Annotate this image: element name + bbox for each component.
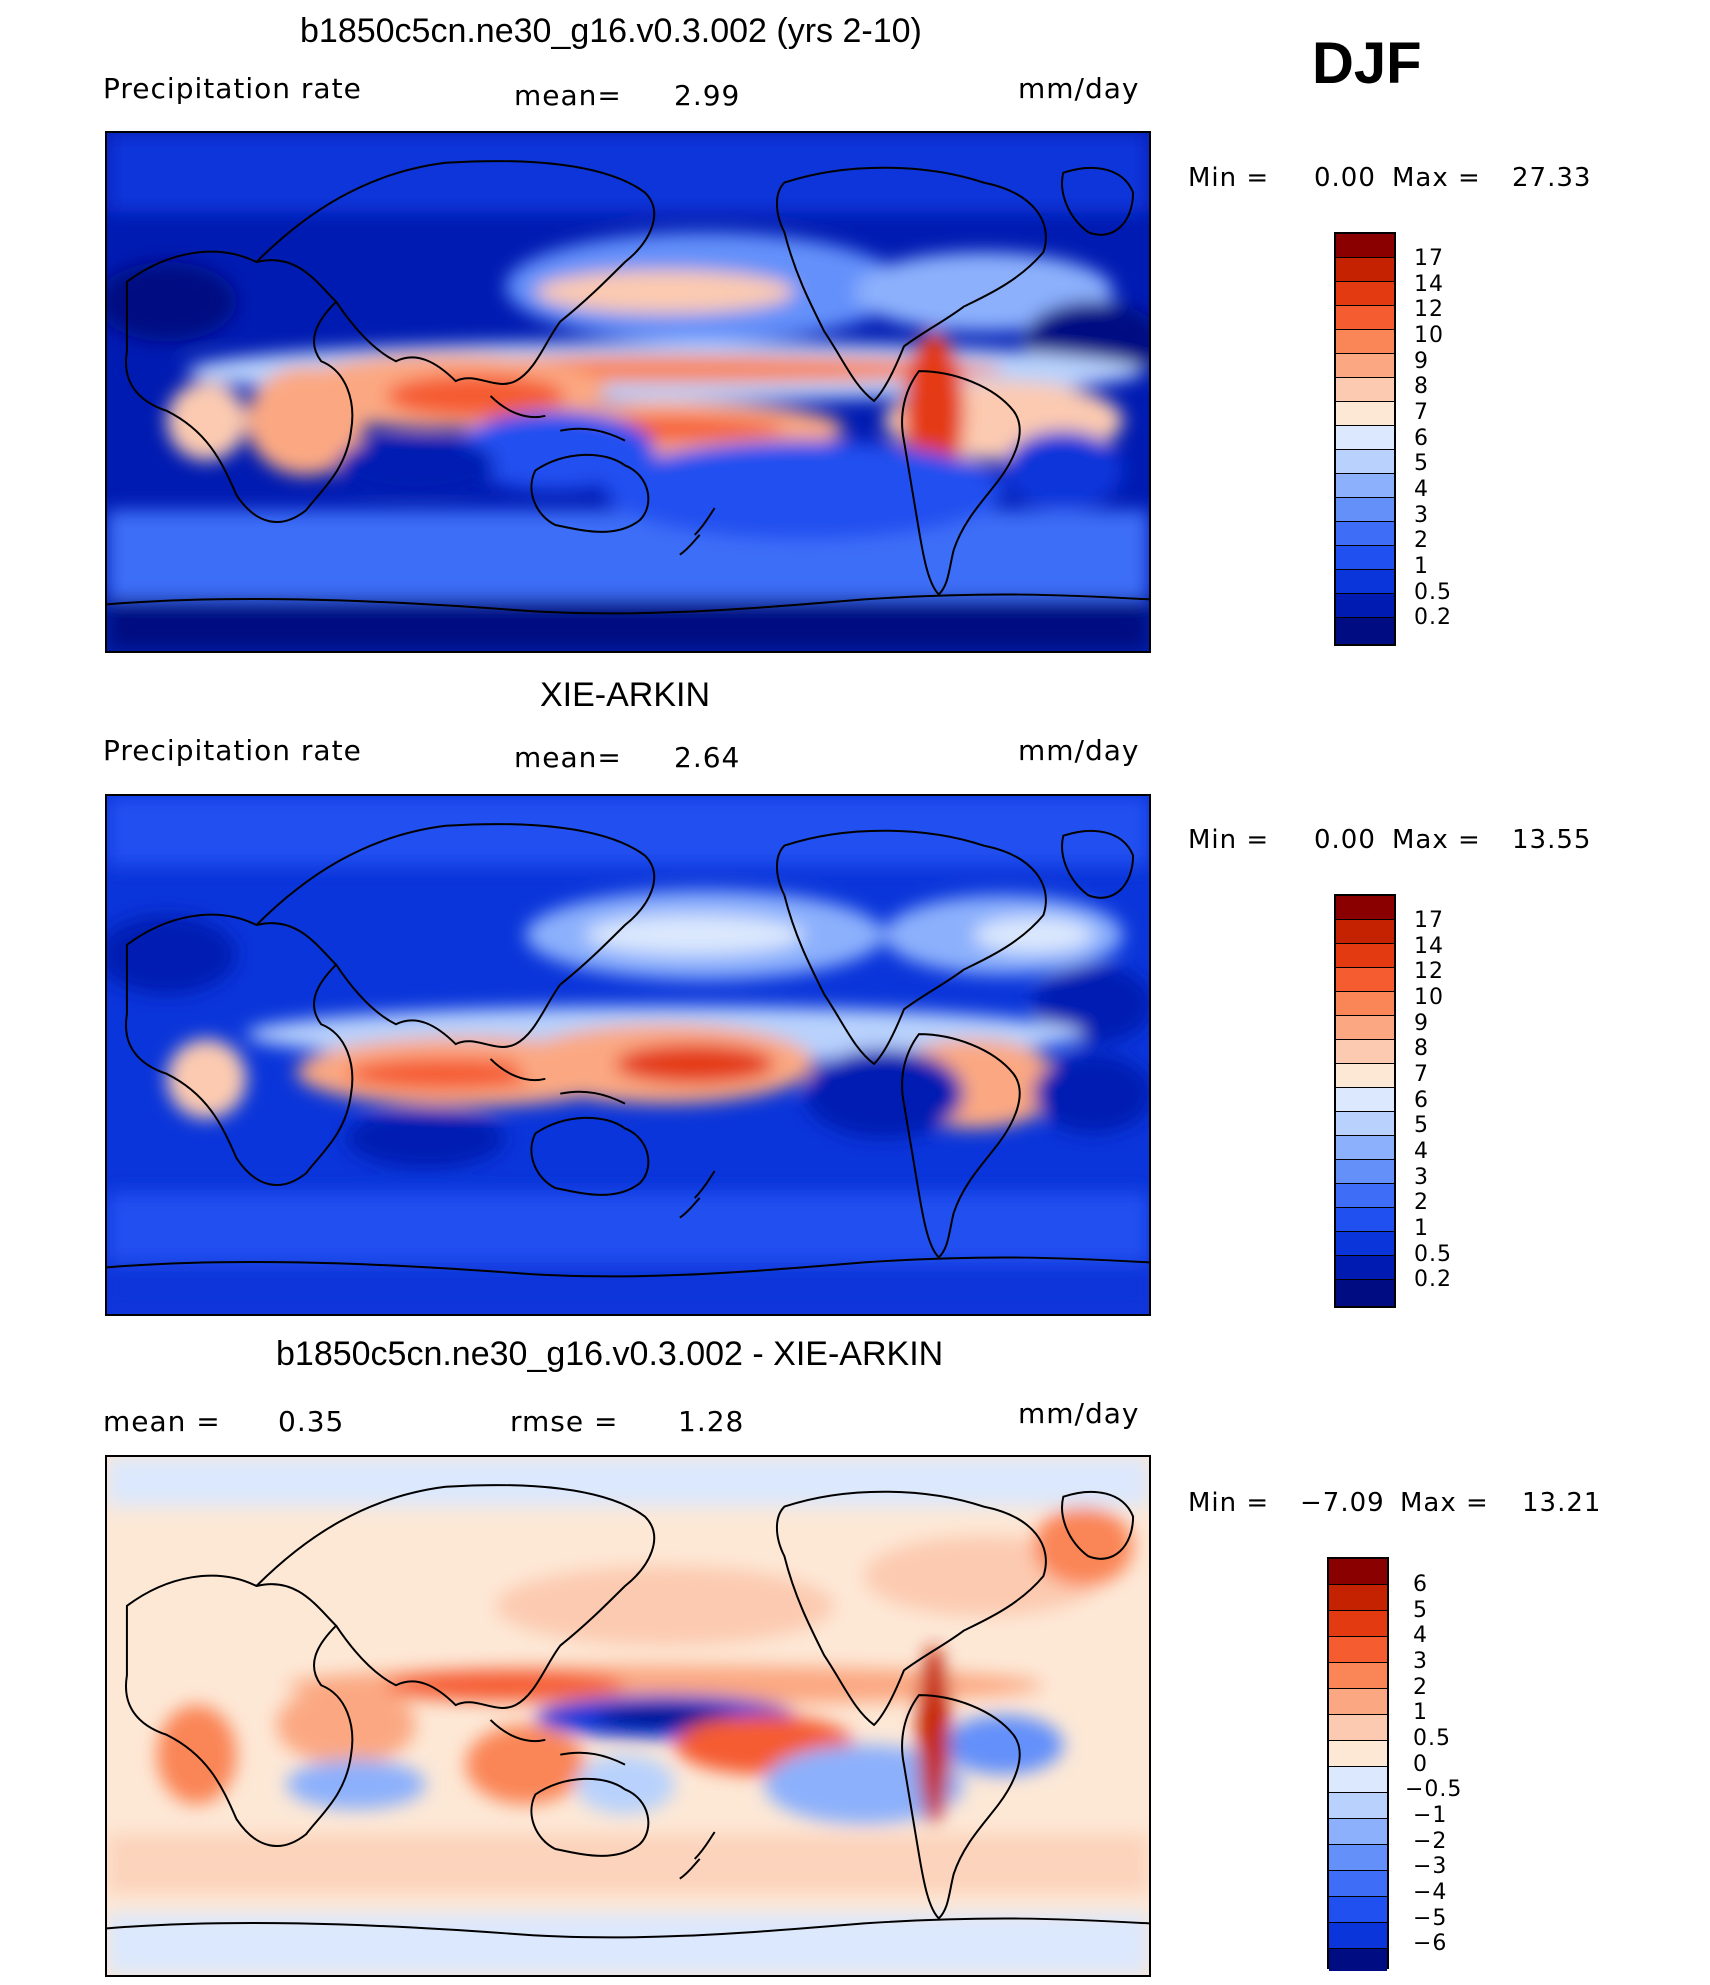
colorbar-label: 1: [1413, 1700, 1428, 1725]
colorbar-label: 14: [1414, 272, 1444, 297]
panel-title-obs: XIE-ARKIN: [540, 676, 711, 714]
colorbar-label: −4: [1413, 1880, 1448, 1905]
colorbar-label: 2: [1414, 1190, 1429, 1215]
colorbar-label: −2: [1413, 1829, 1448, 1854]
diff-mean-label: mean =: [103, 1405, 221, 1438]
colorbar-label: 0.2: [1414, 605, 1452, 630]
mean-value-obs: 2.64: [674, 741, 741, 774]
rmse-value: 1.28: [678, 1405, 745, 1438]
colorbar-label: 2: [1413, 1675, 1428, 1700]
max-value-obs: 13.55: [1512, 825, 1592, 855]
colorbar-label: −1: [1413, 1803, 1448, 1828]
colorbar-label: 3: [1414, 503, 1429, 528]
mean-value-model: 2.99: [674, 79, 741, 112]
colorbar-label: 4: [1414, 477, 1429, 502]
colorbar-label: 7: [1414, 400, 1429, 425]
colorbar-label: 6: [1414, 1088, 1429, 1113]
colorbar-label: 10: [1414, 985, 1444, 1010]
colorbar-label: 9: [1414, 349, 1429, 374]
min-value-diff: −7.09: [1300, 1488, 1385, 1518]
colorbar-label: 0: [1413, 1752, 1428, 1777]
colorbar-label: 0.5: [1414, 580, 1452, 605]
colorbar-label: 5: [1413, 1598, 1428, 1623]
colorbar-label: 4: [1414, 1139, 1429, 1164]
colorbar-label: 6: [1414, 426, 1429, 451]
colorbar-model: [1334, 232, 1396, 646]
colorbar-label: −0.5: [1405, 1777, 1463, 1802]
panel-left-label-obs: Precipitation rate: [103, 734, 362, 767]
colorbar-label: 1: [1414, 554, 1429, 579]
map-canvas-obs: [107, 796, 1149, 1314]
colorbar-label: 17: [1414, 908, 1444, 933]
colorbar-label: 12: [1414, 959, 1444, 984]
colorbar-label: 9: [1414, 1011, 1429, 1036]
colorbar-label: 0.2: [1414, 1267, 1452, 1292]
colorbar-label: 8: [1414, 1036, 1429, 1061]
colorbar-label: 5: [1414, 451, 1429, 476]
mean-label-model: mean=: [514, 79, 622, 112]
max-label-diff: Max =: [1400, 1488, 1489, 1518]
units-obs: mm/day: [1018, 734, 1140, 767]
panel-title-model: b1850c5cn.ne30_g16.v0.3.002 (yrs 2-10): [300, 12, 922, 50]
units-diff: mm/day: [1018, 1397, 1140, 1430]
precip-map-obs: [105, 794, 1151, 1316]
min-value-obs: 0.00: [1314, 825, 1376, 855]
colorbar-obs: [1334, 894, 1396, 1308]
colorbar-label: 1: [1414, 1216, 1429, 1241]
min-label-model: Min =: [1188, 163, 1270, 193]
colorbar-diff: [1327, 1557, 1389, 1971]
colorbar-label: 17: [1414, 246, 1444, 271]
panel-left-label-model: Precipitation rate: [103, 72, 362, 105]
colorbar-label: 7: [1414, 1062, 1429, 1087]
colorbar-label: 14: [1414, 934, 1444, 959]
colorbar-label: 3: [1413, 1649, 1428, 1674]
colorbar-label: 6: [1413, 1572, 1428, 1597]
rmse-label: rmse =: [510, 1405, 619, 1438]
diff-mean-value: 0.35: [278, 1405, 345, 1438]
colorbar-label: 0.5: [1413, 1726, 1451, 1751]
precip-map-model: [105, 131, 1151, 653]
colorbar-label: 2: [1414, 528, 1429, 553]
max-label-model: Max =: [1392, 163, 1481, 193]
precip-map-diff: [105, 1455, 1151, 1977]
colorbar-label: −6: [1413, 1931, 1448, 1956]
colorbar-label: 10: [1414, 323, 1444, 348]
colorbar-label: 0.5: [1414, 1242, 1452, 1267]
colorbar-label: 12: [1414, 297, 1444, 322]
colorbar-label: 3: [1414, 1165, 1429, 1190]
panel-title-diff: b1850c5cn.ne30_g16.v0.3.002 - XIE-ARKIN: [276, 1335, 944, 1373]
colorbar-label: −5: [1413, 1906, 1448, 1931]
mean-label-obs: mean=: [514, 741, 622, 774]
colorbar-label: 8: [1414, 374, 1429, 399]
max-label-obs: Max =: [1392, 825, 1481, 855]
map-canvas-model: [107, 133, 1149, 651]
min-value-model: 0.00: [1314, 163, 1376, 193]
colorbar-label: 5: [1414, 1113, 1429, 1138]
min-label-diff: Min =: [1188, 1488, 1270, 1518]
units-model: mm/day: [1018, 72, 1140, 105]
season-label: DJF: [1312, 31, 1422, 96]
map-canvas-diff: [107, 1457, 1149, 1975]
max-value-diff: 13.21: [1522, 1488, 1602, 1518]
min-label-obs: Min =: [1188, 825, 1270, 855]
max-value-model: 27.33: [1512, 163, 1592, 193]
colorbar-label: −3: [1413, 1854, 1448, 1879]
colorbar-label: 4: [1413, 1623, 1428, 1648]
